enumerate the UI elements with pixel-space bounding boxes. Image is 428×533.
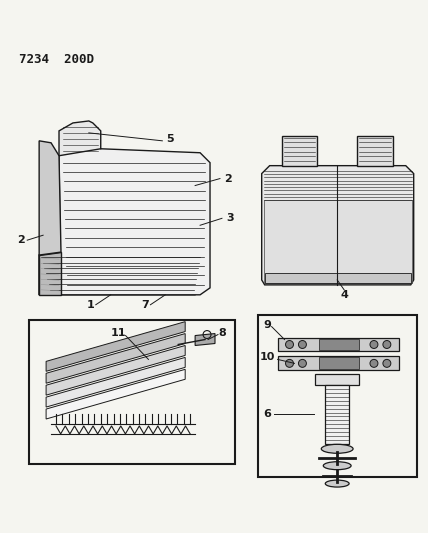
Text: 7: 7 [142,300,149,310]
Polygon shape [59,139,210,295]
Circle shape [298,341,306,349]
Polygon shape [195,334,215,345]
Text: 1: 1 [87,300,95,310]
Text: 3: 3 [226,213,234,223]
Circle shape [370,359,378,367]
Text: 8: 8 [218,328,226,337]
Circle shape [370,341,378,349]
Polygon shape [46,321,185,372]
Text: 2: 2 [18,235,25,245]
Text: 7234  200D: 7234 200D [19,53,94,67]
Circle shape [383,359,391,367]
Circle shape [298,359,306,367]
Text: 9: 9 [264,320,272,329]
Polygon shape [315,374,359,385]
Polygon shape [282,136,317,166]
Text: 10: 10 [260,352,275,362]
Ellipse shape [321,445,353,453]
Text: 5: 5 [166,134,174,144]
Polygon shape [46,345,185,395]
Polygon shape [278,357,399,370]
Polygon shape [39,252,61,295]
Circle shape [383,341,391,349]
Polygon shape [46,358,185,407]
Text: 2: 2 [224,174,232,183]
Ellipse shape [325,480,349,487]
Polygon shape [39,250,61,295]
Ellipse shape [323,462,351,470]
Text: 6: 6 [264,409,272,419]
Polygon shape [39,141,61,255]
Polygon shape [319,338,359,351]
Polygon shape [46,334,185,383]
Polygon shape [39,248,205,295]
Circle shape [285,359,294,367]
Polygon shape [264,200,412,283]
Circle shape [285,341,294,349]
Polygon shape [59,121,101,156]
Polygon shape [265,273,411,283]
Polygon shape [278,337,399,351]
Text: 4: 4 [340,290,348,300]
Text: 11: 11 [111,328,126,337]
Polygon shape [319,358,359,369]
Polygon shape [46,369,185,419]
Polygon shape [357,136,393,166]
Polygon shape [262,166,414,285]
Polygon shape [325,385,349,444]
